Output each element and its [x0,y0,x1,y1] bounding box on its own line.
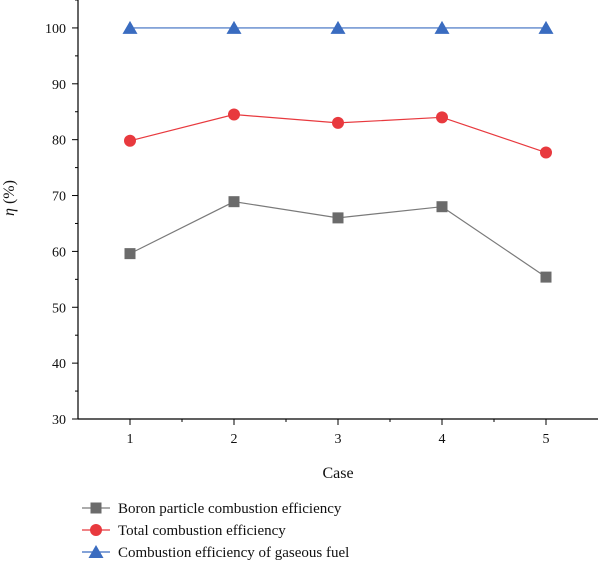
data-point [124,248,136,260]
data-point [226,20,242,34]
legend-item: Boron particle combustion efficiency [82,501,342,517]
series-3 [122,20,554,34]
x-tick-label: 1 [127,432,134,447]
y-tick-label: 80 [52,134,66,149]
legend-marker-icon [90,524,102,536]
data-point [434,20,450,34]
data-point [540,271,552,283]
data-point [538,20,554,34]
x-tick-label: 4 [439,432,446,447]
data-point [332,116,344,129]
x-tick-label: 3 [335,432,342,447]
y-tick-label: 40 [52,357,66,372]
y-tick-label: 30 [52,413,66,428]
x-tick-label: 2 [231,432,238,447]
legend-item: Total combustion efficiency [82,523,286,539]
data-point [540,146,552,159]
x-axis-label: Case [322,465,353,482]
series-2 [124,108,552,159]
legend: Boron particle combustion efficiency Tota… [82,501,349,561]
x-tick-label: 5 [543,432,550,447]
y-tick-label: 50 [52,301,66,316]
legend-marker-icon [90,502,102,514]
data-point [124,134,136,147]
y-tick-label: 60 [52,245,66,260]
data-point [330,20,346,34]
series-1 [124,196,552,283]
legend-label: Total combustion efficiency [118,523,286,539]
series-group [122,20,554,283]
y-tick-label: 70 [52,190,66,205]
data-point [228,196,240,208]
y-tick-label: 100 [45,22,66,37]
y-axis-label: η (%) [1,180,18,216]
y-axis-label-symbol: η [1,208,18,216]
y-tick-label: 90 [52,78,66,93]
legend-item: Combustion efficiency of gaseous fuel [82,545,349,561]
legend-label: Boron particle combustion efficiency [118,501,342,517]
legend-label: Combustion efficiency of gaseous fuel [118,545,349,561]
y-axis-label-unit: (%) [1,180,18,204]
legend-marker-icon [88,545,104,558]
axes: 30 40 50 60 70 80 90 100 1 2 3 4 5 [45,0,598,447]
data-point [122,20,138,34]
data-point [228,108,240,121]
data-point [332,212,344,224]
data-point [436,111,448,124]
data-point [436,201,448,213]
